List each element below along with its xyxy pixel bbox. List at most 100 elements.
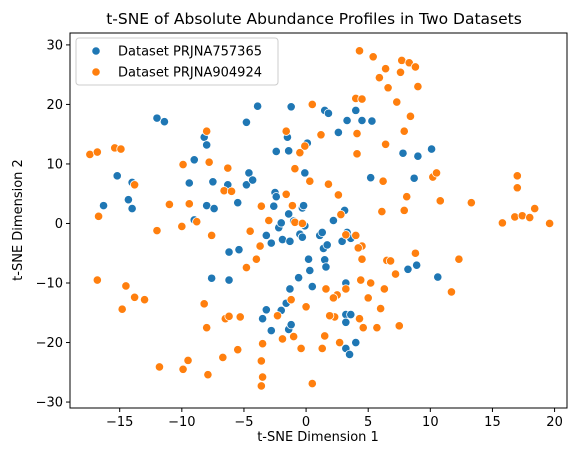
data-point <box>351 230 361 240</box>
data-point <box>300 168 310 178</box>
data-point <box>112 171 122 181</box>
data-point <box>316 130 326 140</box>
plot-frame <box>69 32 568 409</box>
data-point <box>93 211 104 221</box>
data-point <box>223 163 233 173</box>
data-point <box>289 331 299 342</box>
plot-area <box>85 46 555 391</box>
data-point <box>296 343 306 354</box>
data-point <box>224 311 234 321</box>
data-point <box>328 215 339 226</box>
data-point <box>295 148 305 158</box>
data-point <box>366 278 376 288</box>
data-point <box>380 64 391 74</box>
data-point <box>202 323 212 333</box>
data-point <box>372 323 382 333</box>
data-point <box>433 272 443 282</box>
data-point <box>379 284 389 294</box>
x-tick-label: 10 <box>422 415 439 430</box>
data-point <box>277 234 288 245</box>
x-tick-label: −5 <box>234 415 253 430</box>
data-point <box>281 189 291 199</box>
data-point <box>297 218 307 229</box>
data-point <box>322 240 332 250</box>
data-point <box>497 218 507 228</box>
legend-marker <box>91 67 101 77</box>
data-point <box>341 284 351 294</box>
data-point <box>307 378 317 389</box>
x-tick-label: 20 <box>546 415 563 430</box>
series-1 <box>98 101 443 360</box>
data-point <box>116 144 126 154</box>
data-point <box>255 241 265 251</box>
data-point <box>385 256 396 266</box>
data-point <box>284 146 294 156</box>
data-point <box>202 140 212 150</box>
data-point <box>203 370 213 380</box>
data-point <box>192 217 202 227</box>
x-axis: −15 −10 −5 0 5 10 15 20 <box>106 408 563 430</box>
data-point <box>377 206 387 217</box>
data-point <box>271 192 281 202</box>
data-point <box>285 284 295 294</box>
data-point <box>256 381 266 391</box>
data-point <box>164 199 174 210</box>
data-point <box>321 262 331 272</box>
data-point <box>392 97 402 107</box>
data-point <box>351 337 361 348</box>
data-point <box>245 226 255 236</box>
data-point <box>92 147 102 157</box>
data-point <box>352 128 362 139</box>
y-tick-label: 10 <box>46 157 63 172</box>
data-point <box>325 311 335 321</box>
x-tick-label: 0 <box>302 415 310 430</box>
data-point <box>272 311 283 321</box>
data-point <box>333 190 343 200</box>
data-point <box>435 196 445 206</box>
data-point <box>374 73 384 83</box>
data-point <box>257 372 268 382</box>
legend: Dataset PRJNA757365 Dataset PRJNA904924 <box>75 37 279 86</box>
legend-marker <box>91 46 101 56</box>
data-point <box>284 209 294 219</box>
data-point <box>333 127 343 138</box>
data-point <box>366 173 376 183</box>
data-point <box>403 264 413 274</box>
data-point <box>305 176 315 186</box>
data-point <box>376 303 386 314</box>
data-point <box>354 314 365 324</box>
data-point <box>307 281 317 292</box>
data-point <box>512 183 522 193</box>
data-point <box>207 273 217 283</box>
y-tick-label: 0 <box>55 217 63 232</box>
data-point <box>353 243 363 253</box>
data-point <box>297 232 307 242</box>
data-point <box>224 247 234 257</box>
data-point <box>92 275 102 285</box>
data-point <box>317 343 327 354</box>
data-point <box>130 180 140 190</box>
data-point <box>261 305 271 315</box>
data-point <box>127 203 137 214</box>
data-point <box>367 116 377 126</box>
data-point <box>398 148 408 158</box>
data-point <box>123 195 133 205</box>
data-point <box>241 117 252 127</box>
data-point <box>390 269 401 279</box>
data-point <box>248 175 258 185</box>
data-point <box>410 62 421 72</box>
data-point <box>530 203 540 214</box>
data-point <box>294 273 304 283</box>
data-point <box>512 171 522 181</box>
data-point <box>233 198 243 208</box>
legend-label: Dataset PRJNA757365 <box>118 45 262 60</box>
data-point <box>426 144 437 154</box>
data-point <box>323 179 334 189</box>
y-axis-label: t-SNE Dimension 2 <box>11 159 26 281</box>
data-point <box>320 331 330 341</box>
data-point <box>399 126 409 136</box>
x-tick-label: 5 <box>364 415 372 430</box>
data-point <box>154 362 165 372</box>
data-point <box>413 151 423 161</box>
